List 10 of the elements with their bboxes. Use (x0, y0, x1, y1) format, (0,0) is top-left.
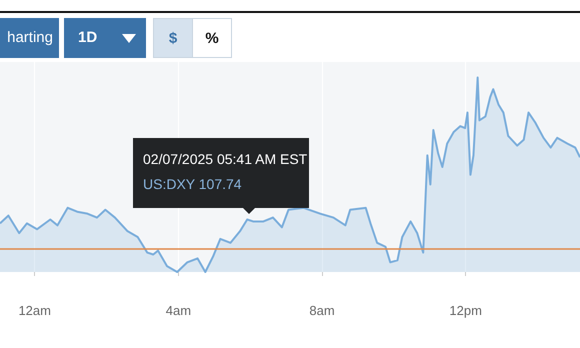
text: % (205, 30, 219, 47)
x-tick-label: 12pm (449, 303, 482, 318)
text: $ (168, 30, 178, 47)
annotation: 02/07/2025 05:41 AM EST (143, 150, 308, 169)
text: harting (7, 29, 53, 46)
text: 1D (78, 29, 98, 46)
x-tick-label: 4am (166, 303, 192, 318)
x-tick-label: 12am (18, 303, 51, 318)
annotation: US:DXY 107.74 (143, 175, 243, 194)
x-tick-label: 8am (309, 303, 335, 318)
